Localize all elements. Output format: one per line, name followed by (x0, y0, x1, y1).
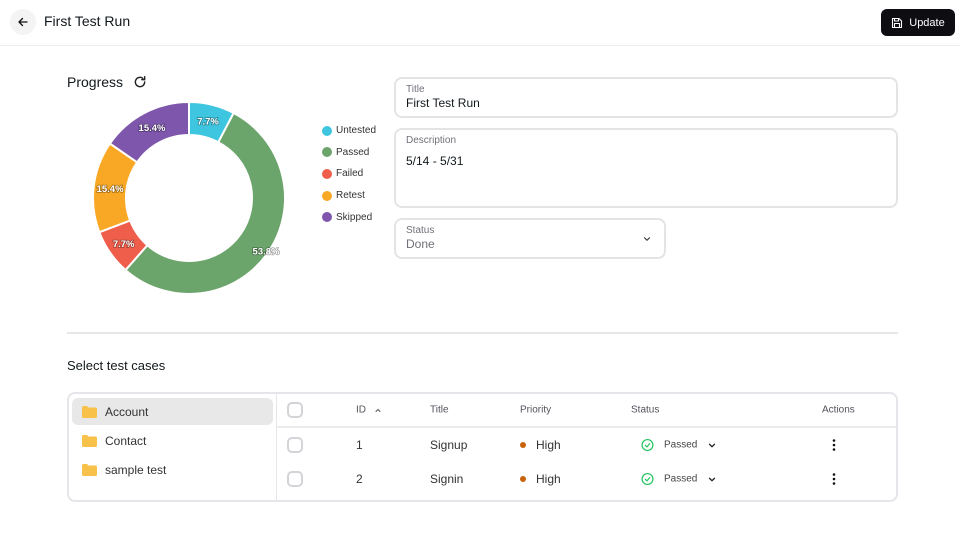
legend-item-skipped: Skipped (322, 206, 376, 228)
row-title: Signin (430, 472, 464, 486)
donut-slice-passed[interactable] (124, 111, 286, 295)
progress-title: Progress (67, 74, 124, 90)
legend-dot (322, 168, 332, 179)
legend-item-retest: Retest (322, 185, 376, 207)
update-button[interactable]: Update (881, 9, 955, 36)
column-status-header: Status (631, 404, 660, 416)
check-circle-icon (641, 472, 654, 486)
description-value: 5/14 - 5/31 (406, 154, 464, 168)
title-value: First Test Run (406, 96, 480, 110)
more-vertical-icon (832, 473, 836, 485)
refresh-icon (134, 76, 146, 88)
column-id-header[interactable]: ID (356, 405, 382, 416)
legend-item-untested: Untested (322, 120, 376, 142)
back-button[interactable] (10, 9, 36, 35)
chevron-down-icon (709, 443, 716, 448)
update-button-label: Update (909, 16, 945, 29)
test-cases-panel: Account Contact sample test ID Title Pri… (67, 392, 898, 502)
refresh-button[interactable] (133, 75, 147, 89)
row-checkbox[interactable] (287, 437, 303, 453)
folder-icon (82, 463, 97, 476)
title-label: Title (406, 84, 425, 95)
sort-ascending-icon (375, 408, 381, 412)
folder-item-account[interactable]: Account (72, 398, 273, 425)
table-row[interactable]: 2 Signin High Passed (277, 462, 896, 496)
check-circle-icon (641, 438, 654, 452)
row-checkbox[interactable] (287, 471, 303, 487)
arrow-left-icon (18, 17, 28, 27)
table-row[interactable]: 1 Signup High Passed (277, 428, 896, 462)
top-bar: First Test Run Update (0, 0, 960, 46)
column-actions-header: Actions (822, 404, 855, 416)
slice-label: 53.8% (253, 247, 280, 258)
more-vertical-icon (832, 439, 836, 451)
save-icon (892, 17, 903, 28)
row-priority: High (520, 472, 561, 486)
description-label: Description (406, 135, 457, 146)
folder-item-sample-test[interactable]: sample test (72, 456, 273, 483)
chevron-down-icon (643, 237, 651, 242)
status-label: Status (406, 225, 435, 236)
priority-dot-icon (520, 476, 526, 482)
legend-dot (322, 125, 332, 136)
row-actions-menu[interactable] (832, 439, 836, 451)
progress-heading: Progress (67, 74, 147, 90)
row-id: 2 (356, 472, 363, 486)
row-id: 1 (356, 438, 363, 452)
chart-legend: Untested Passed Failed Retest Skipped (322, 120, 376, 228)
row-status-select[interactable]: Passed (641, 438, 717, 452)
slice-label: 15.4% (97, 184, 124, 195)
slice-label: 7.7% (113, 239, 135, 250)
priority-dot-icon (520, 442, 526, 448)
column-priority-header: Priority (520, 404, 552, 416)
test-cases-table: ID Title Priority Status Actions 1 Signu… (277, 394, 896, 500)
folder-item-contact[interactable]: Contact (72, 427, 273, 454)
folder-icon (82, 405, 97, 418)
select-test-cases-heading: Select test cases (67, 358, 166, 373)
progress-donut-chart: 7.7% 53.8% 7.7% 15.4% 15.4% (92, 101, 286, 295)
status-select[interactable]: Status Done (394, 218, 666, 259)
title-input[interactable]: Title First Test Run (394, 77, 898, 118)
table-header: ID Title Priority Status Actions (277, 394, 896, 428)
row-status-select[interactable]: Passed (641, 472, 717, 486)
description-textarea[interactable]: Description 5/14 - 5/31 (394, 128, 898, 208)
row-title: Signup (430, 438, 468, 452)
page-title: First Test Run (44, 13, 131, 29)
folder-icon (82, 434, 97, 447)
legend-dot (322, 190, 332, 201)
legend-item-passed: Passed (322, 142, 376, 164)
section-divider (67, 332, 898, 334)
column-title-header: Title (430, 404, 449, 416)
legend-item-failed: Failed (322, 163, 376, 185)
legend-dot (322, 212, 332, 223)
status-value: Done (406, 237, 435, 251)
slice-label: 7.7% (197, 116, 219, 127)
select-all-checkbox[interactable] (287, 402, 303, 418)
folder-list: Account Contact sample test (69, 394, 277, 500)
legend-dot (322, 147, 332, 158)
row-actions-menu[interactable] (832, 473, 836, 485)
chevron-down-icon (709, 477, 716, 482)
row-priority: High (520, 438, 561, 452)
donut-slice-skipped[interactable] (108, 101, 190, 164)
slice-label: 15.4% (139, 123, 166, 134)
